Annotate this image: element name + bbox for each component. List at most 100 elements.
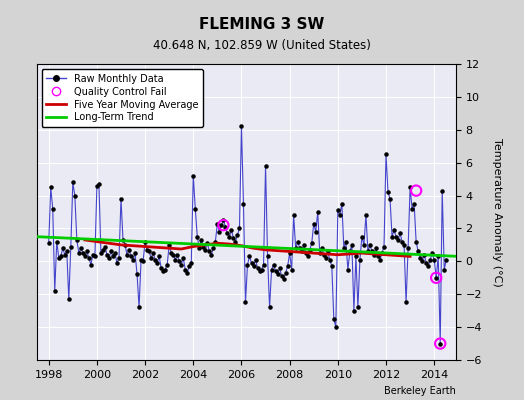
Point: [428, 250, 436, 256]
Point: [183, 270, 191, 276]
Point: [221, 224, 230, 230]
Point: [185, 263, 193, 270]
Point: [388, 234, 396, 240]
Point: [119, 237, 127, 243]
Point: [189, 173, 198, 179]
Point: [59, 245, 67, 251]
Point: [366, 242, 374, 248]
Point: [135, 304, 143, 310]
Point: [436, 340, 444, 347]
Point: [313, 209, 322, 215]
Point: [241, 299, 249, 306]
Point: [283, 263, 292, 270]
Point: [430, 256, 439, 263]
Point: [310, 220, 318, 227]
Point: [161, 266, 169, 273]
Point: [440, 266, 449, 273]
Point: [368, 248, 376, 255]
Point: [139, 258, 147, 264]
Point: [233, 232, 242, 238]
Point: [398, 238, 406, 245]
Point: [223, 230, 232, 236]
Point: [418, 258, 427, 264]
Point: [392, 234, 400, 240]
Point: [73, 237, 81, 243]
Point: [255, 268, 264, 274]
Point: [201, 247, 210, 253]
Point: [86, 262, 95, 268]
Point: [109, 253, 117, 260]
Point: [97, 250, 105, 256]
Point: [159, 268, 167, 274]
Point: [89, 252, 97, 258]
Point: [79, 250, 87, 256]
Point: [257, 266, 266, 273]
Point: [362, 212, 370, 218]
Point: [141, 238, 149, 245]
Point: [410, 200, 418, 207]
Point: [85, 255, 93, 261]
Point: [298, 248, 306, 255]
Point: [300, 242, 308, 248]
Point: [137, 256, 145, 263]
Point: [378, 250, 386, 256]
Point: [336, 212, 344, 218]
Point: [324, 248, 332, 255]
Point: [360, 242, 368, 248]
Point: [215, 228, 224, 235]
Point: [420, 252, 428, 258]
Point: [426, 256, 434, 263]
Point: [286, 250, 294, 256]
Point: [384, 189, 392, 196]
Point: [370, 252, 378, 258]
Point: [434, 253, 442, 260]
Point: [133, 271, 141, 278]
Point: [269, 262, 278, 268]
Point: [179, 255, 188, 261]
Text: 40.648 N, 102.859 W (United States): 40.648 N, 102.859 W (United States): [153, 39, 371, 52]
Point: [45, 240, 53, 246]
Point: [416, 255, 424, 261]
Point: [163, 262, 171, 268]
Point: [209, 245, 217, 251]
Point: [315, 250, 324, 256]
Point: [143, 247, 151, 253]
Point: [52, 238, 61, 245]
Point: [187, 260, 195, 266]
Point: [376, 256, 384, 263]
Point: [149, 250, 157, 256]
Point: [352, 253, 360, 260]
Text: Berkeley Earth: Berkeley Earth: [384, 386, 456, 396]
Point: [103, 252, 111, 258]
Point: [358, 234, 366, 240]
Point: [181, 266, 190, 273]
Point: [195, 245, 203, 251]
Point: [81, 253, 89, 260]
Point: [145, 248, 154, 255]
Point: [205, 248, 214, 255]
Point: [380, 243, 388, 250]
Point: [71, 192, 79, 199]
Point: [74, 250, 83, 256]
Point: [197, 237, 205, 243]
Point: [229, 235, 237, 242]
Point: [47, 184, 55, 190]
Point: [303, 253, 312, 260]
Point: [117, 196, 125, 202]
Point: [402, 299, 410, 306]
Point: [259, 262, 268, 268]
Point: [271, 268, 280, 274]
Point: [91, 253, 99, 260]
Point: [115, 255, 123, 261]
Point: [406, 184, 414, 190]
Point: [432, 274, 440, 281]
Point: [328, 263, 336, 270]
Point: [386, 196, 394, 202]
Point: [95, 181, 103, 187]
Point: [50, 288, 59, 294]
Point: [253, 265, 261, 271]
Point: [422, 260, 430, 266]
Point: [412, 238, 420, 245]
Point: [247, 260, 256, 266]
Point: [308, 240, 316, 246]
